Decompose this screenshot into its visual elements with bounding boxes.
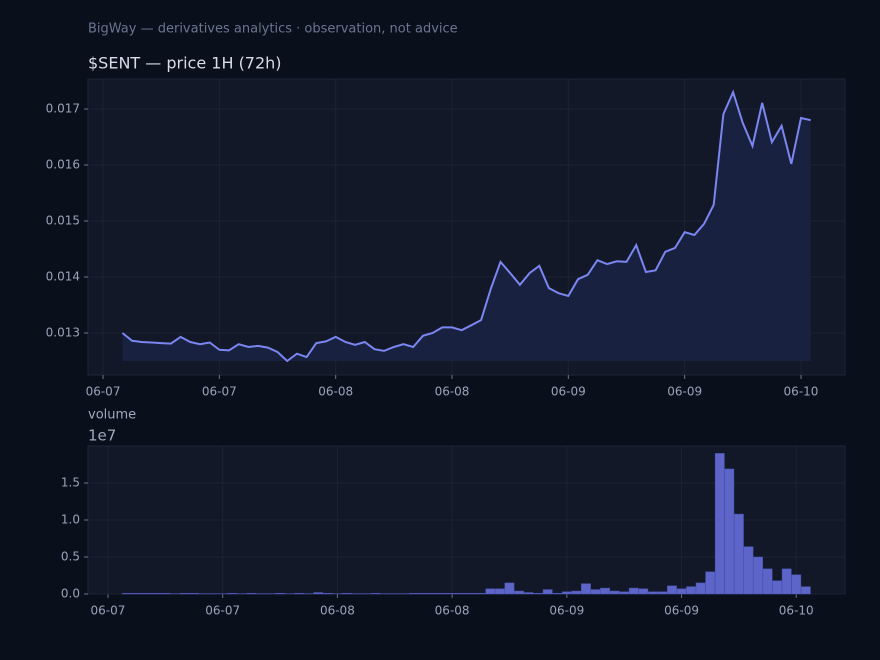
bar	[800, 586, 811, 595]
bar	[466, 593, 477, 595]
bar	[485, 588, 496, 595]
bar	[686, 586, 696, 595]
x-tick-label: 06-10	[779, 604, 814, 618]
bar	[753, 556, 763, 595]
bar	[456, 593, 467, 595]
bar	[542, 589, 553, 595]
y-tick-label: 1.5	[61, 476, 80, 490]
bar	[714, 453, 725, 595]
bar	[667, 585, 677, 595]
bar	[475, 593, 486, 595]
x-tick-label: 06-08	[318, 385, 353, 399]
bar	[179, 593, 190, 595]
bar	[734, 513, 744, 595]
bar	[322, 593, 333, 595]
bar	[428, 593, 438, 595]
bar	[628, 587, 639, 595]
y-tick-label: 0.0	[61, 587, 80, 601]
bar	[437, 593, 448, 595]
bar	[600, 587, 610, 595]
y-tick-label: 0.013	[46, 326, 80, 340]
x-tick-label: 06-09	[551, 385, 586, 399]
bar	[647, 591, 658, 595]
bar	[619, 591, 630, 595]
x-tick-label: 06-08	[435, 385, 470, 399]
bar	[342, 593, 352, 595]
x-tick-label: 06-08	[320, 604, 355, 618]
bar	[676, 588, 687, 595]
bar	[695, 582, 706, 595]
bar	[791, 574, 802, 595]
bar	[581, 583, 591, 595]
x-tick-label: 06-09	[664, 604, 699, 618]
bar	[657, 591, 668, 595]
bar	[609, 590, 620, 595]
bar	[705, 571, 716, 595]
area	[122, 92, 811, 362]
bar	[523, 592, 534, 595]
bar	[552, 593, 563, 595]
header: BigWay — derivatives analytics · observa…	[88, 22, 458, 37]
offset-label: 1e7	[88, 427, 116, 445]
bar	[275, 593, 285, 595]
x-tick-label: 06-07	[202, 385, 237, 399]
bar	[418, 593, 429, 595]
bar	[638, 588, 649, 595]
x-tick-label: 06-08	[435, 604, 470, 618]
bar	[227, 593, 238, 595]
bar	[571, 590, 582, 595]
bar	[772, 580, 783, 595]
chart-title: volume	[88, 408, 136, 423]
bar	[495, 588, 505, 595]
bar	[141, 593, 152, 595]
chart-title: $SENT — price 1H (72h)	[88, 54, 282, 73]
x-tick-label: 06-07	[205, 604, 240, 618]
bar	[189, 593, 199, 595]
x-tick-label: 06-10	[784, 385, 819, 399]
bar	[370, 593, 381, 595]
bar	[762, 568, 773, 595]
bar	[561, 591, 572, 595]
y-tick-label: 0.015	[46, 214, 80, 228]
bar	[408, 593, 419, 595]
bar	[150, 593, 161, 595]
bar	[743, 546, 754, 595]
y-tick-label: 0.016	[46, 158, 80, 172]
bar	[246, 593, 257, 595]
bar	[514, 590, 524, 595]
x-tick-label: 06-09	[549, 604, 584, 618]
bar	[313, 592, 324, 595]
bar	[131, 593, 142, 595]
bar	[160, 593, 171, 595]
y-tick-label: 0.5	[61, 550, 80, 564]
x-tick-label: 06-07	[91, 604, 126, 618]
price-line	[121, 89, 811, 363]
bar	[294, 593, 305, 595]
bar	[447, 593, 457, 595]
x-tick-label: 06-07	[86, 385, 121, 399]
y-tick-label: 0.017	[46, 102, 80, 116]
bar	[590, 589, 601, 595]
bar	[504, 582, 515, 595]
x-tick-label: 06-09	[667, 385, 702, 399]
y-tick-label: 1.0	[61, 513, 80, 527]
bar	[724, 468, 735, 595]
bar	[533, 593, 544, 595]
bar	[122, 593, 132, 595]
bar	[781, 568, 792, 595]
y-tick-label: 0.014	[46, 270, 80, 284]
